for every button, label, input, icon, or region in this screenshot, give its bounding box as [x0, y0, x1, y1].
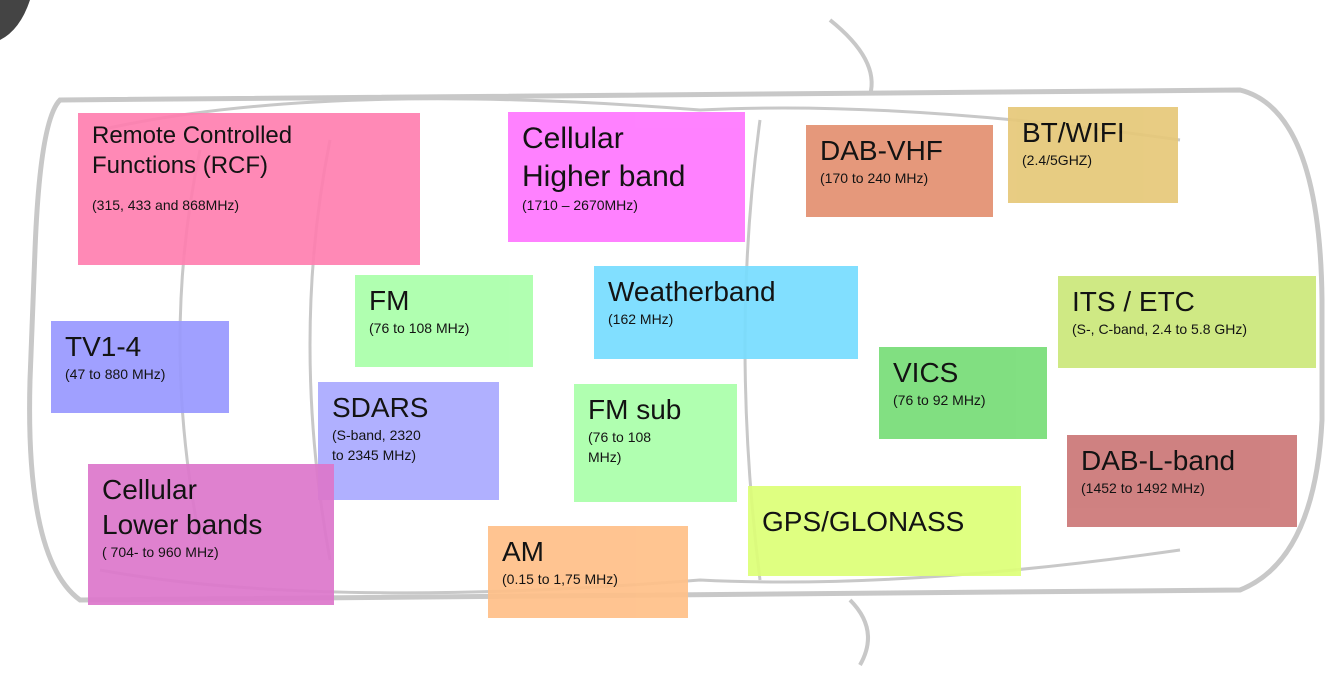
box-subtitle: (315, 433 and 868MHz) [92, 195, 406, 215]
box-subtitle: (76 to 108 [588, 427, 723, 447]
box-title: GPS/GLONASS [762, 504, 1007, 539]
box-title: SDARS [332, 390, 485, 425]
box-title: Functions (RCF) [92, 151, 406, 181]
band-box: GPS/GLONASS [748, 486, 1021, 576]
band-box: DAB-L-band(1452 to 1492 MHz) [1067, 435, 1297, 527]
box-subtitle: to 2345 MHz) [332, 445, 485, 465]
band-box: Weatherband(162 MHz) [594, 266, 858, 359]
box-subtitle: (S-band, 2320 [332, 425, 485, 445]
box-title: TV1-4 [65, 329, 215, 364]
box-title: FM sub [588, 392, 723, 427]
box-subtitle: (76 to 92 MHz) [893, 390, 1033, 410]
band-box: VICS(76 to 92 MHz) [879, 347, 1047, 439]
box-subtitle: ( 704- to 960 MHz) [102, 542, 320, 562]
box-subtitle: MHz) [588, 447, 723, 467]
band-box: AM(0.15 to 1,75 MHz) [488, 526, 688, 618]
box-title: ITS / ETC [1072, 284, 1302, 319]
box-subtitle: (1710 – 2670MHz) [522, 195, 731, 215]
page: Remote ControlledFunctions (RCF) (315, 43… [0, 0, 1332, 674]
band-box: ITS / ETC(S-, C-band, 2.4 to 5.8 GHz) [1058, 276, 1316, 368]
box-subtitle: (76 to 108 MHz) [369, 318, 519, 338]
box-subtitle: (1452 to 1492 MHz) [1081, 478, 1283, 498]
box-title: FM [369, 283, 519, 318]
box-subtitle: (2.4/5GHZ) [1022, 150, 1164, 170]
box-subtitle: (170 to 240 MHz) [820, 168, 979, 188]
box-title: AM [502, 534, 674, 569]
box-title: VICS [893, 355, 1033, 390]
band-box: DAB-VHF(170 to 240 MHz) [806, 125, 993, 217]
band-box: TV1-4(47 to 880 MHz) [51, 321, 229, 413]
box-title: Remote Controlled [92, 121, 406, 151]
box-title: BT/WIFI [1022, 115, 1164, 150]
box-title: Higher band [522, 158, 731, 196]
box-title: Weatherband [608, 274, 844, 309]
box-subtitle: (0.15 to 1,75 MHz) [502, 569, 674, 589]
box-subtitle: (S-, C-band, 2.4 to 5.8 GHz) [1072, 319, 1302, 339]
box-title: DAB-L-band [1081, 443, 1283, 478]
band-box: FM(76 to 108 MHz) [355, 275, 533, 367]
box-title: Lower bands [102, 507, 320, 542]
box-subtitle: (162 MHz) [608, 309, 844, 329]
box-title: DAB-VHF [820, 133, 979, 168]
box-title: Cellular [102, 472, 320, 507]
band-box: BT/WIFI(2.4/5GHZ) [1008, 107, 1178, 203]
box-title: Cellular [522, 120, 731, 158]
box-subtitle: (47 to 880 MHz) [65, 364, 215, 384]
